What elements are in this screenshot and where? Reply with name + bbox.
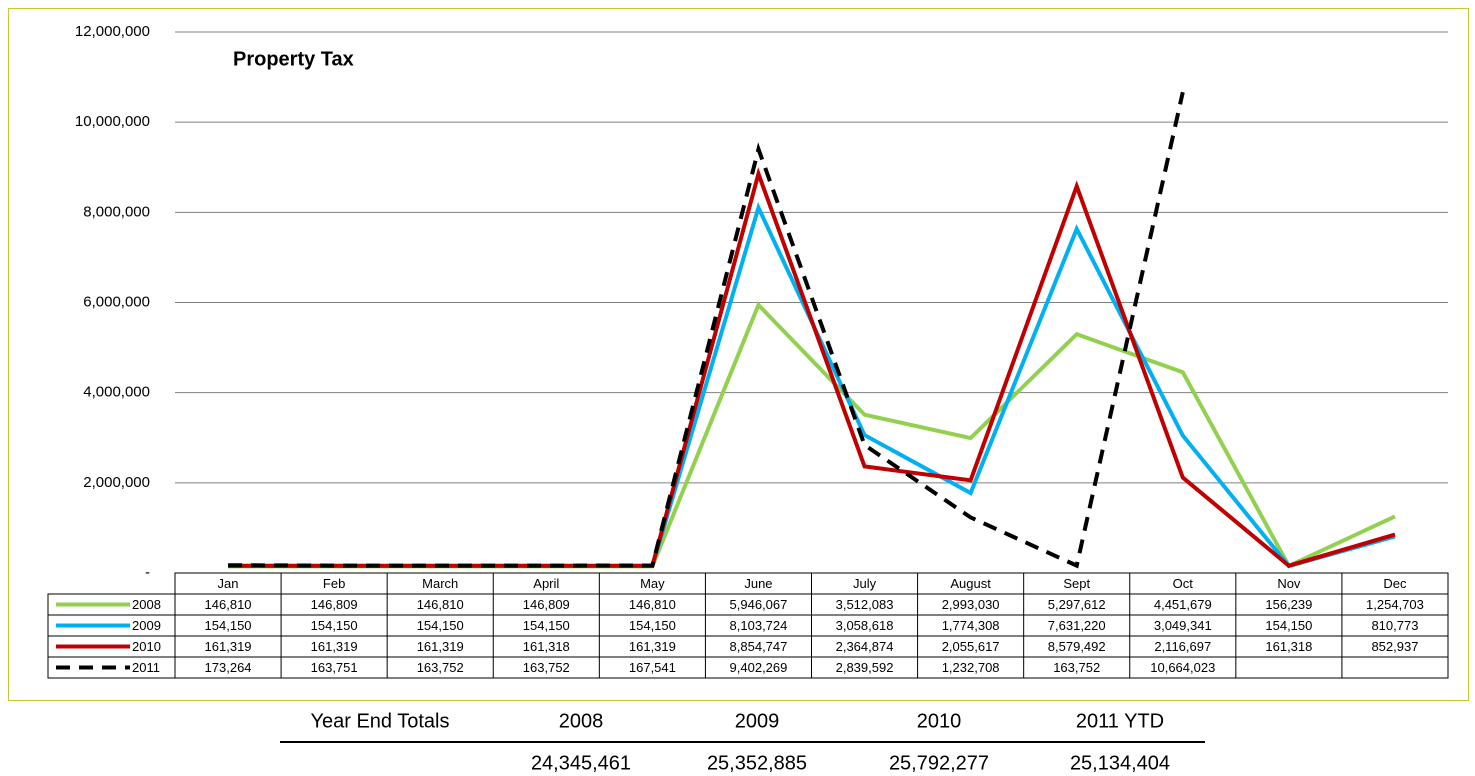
x-tick-label: Jan [218,576,239,591]
data-label: 161,318 [1265,639,1312,654]
y-tick-label: 4,000,000 [83,384,150,401]
data-label: 163,751 [311,660,358,675]
data-label: 167,541 [629,660,676,675]
x-tick-label: March [422,576,458,591]
data-label: 146,809 [523,597,570,612]
legend-label: 2008 [132,597,161,612]
data-label: 2,993,030 [942,597,1000,612]
totals-header: 2011 YTD [1076,710,1164,732]
totals-value: 25,792,277 [889,752,989,774]
data-label: 146,810 [417,597,464,612]
x-tick-label: Oct [1173,576,1194,591]
x-tick-label: Sept [1063,576,1090,591]
data-label: 5,297,612 [1048,597,1106,612]
data-label: 161,319 [629,639,676,654]
totals-header: 2010 [917,710,962,732]
data-label: 163,752 [1053,660,1100,675]
y-tick-label: 2,000,000 [83,474,150,491]
y-tick-label: 12,000,000 [75,23,150,40]
data-label: 3,058,618 [836,618,894,633]
x-tick-label: Nov [1277,576,1301,591]
data-label: 1,232,708 [942,660,1000,675]
data-label: 154,150 [523,618,570,633]
data-label: 2,364,874 [836,639,894,654]
data-label: 2,055,617 [942,639,1000,654]
x-tick-label: August [950,576,991,591]
data-label: 3,512,083 [836,597,894,612]
data-label: 1,254,703 [1366,597,1424,612]
data-label: 2,839,592 [836,660,894,675]
legend-label: 2009 [132,618,161,633]
y-tick-label: - [145,564,150,581]
data-label: 8,854,747 [730,639,788,654]
data-label: 10,664,023 [1150,660,1215,675]
x-tick-label: Feb [323,576,345,591]
data-label: 154,150 [311,618,358,633]
data-label: 8,103,724 [730,618,788,633]
data-label: 161,318 [523,639,570,654]
x-tick-label: May [640,576,665,591]
x-tick-label: Dec [1383,576,1407,591]
data-label: 146,810 [629,597,676,612]
data-label: 154,150 [417,618,464,633]
data-label: 161,319 [205,639,252,654]
x-tick-label: April [533,576,559,591]
totals-title: Year End Totals [311,710,450,732]
data-label: 154,150 [629,618,676,633]
data-label: 146,809 [311,597,358,612]
data-label: 1,774,308 [942,618,1000,633]
data-label: 2,116,697 [1154,639,1211,654]
y-tick-label: 8,000,000 [83,203,150,220]
totals-value: 25,134,404 [1070,752,1170,774]
x-tick-label: July [853,576,877,591]
data-label: 161,319 [311,639,358,654]
x-tick-label: June [744,576,772,591]
data-label: 852,937 [1371,639,1418,654]
chart-title: Property Tax [233,48,354,70]
data-label: 8,579,492 [1048,639,1106,654]
data-label: 163,752 [417,660,464,675]
data-label: 154,150 [1265,618,1312,633]
data-label: 7,631,220 [1048,618,1106,633]
totals-value: 24,345,461 [531,752,631,774]
data-label: 161,319 [417,639,464,654]
data-table: Jan Feb March April May June July August Sept Oct… [47,572,1449,679]
data-label: 4,451,679 [1154,597,1212,612]
totals-header: 2009 [735,710,780,732]
data-label: 173,264 [205,660,252,675]
data-label: 156,239 [1265,597,1312,612]
data-label: 5,946,067 [730,597,788,612]
data-label: 9,402,269 [730,660,788,675]
data-label: 163,752 [523,660,570,675]
y-tick-label: 10,000,000 [75,113,150,130]
legend-label: 2011 [132,660,160,675]
data-label: 154,150 [205,618,252,633]
y-tick-label: 6,000,000 [83,293,150,310]
totals-value: 25,352,885 [707,752,807,774]
data-label: 3,049,341 [1154,618,1212,633]
legend-label: 2010 [132,639,161,654]
totals-table: Year End Totals 2008 24,345,461 2009 25,352… [280,710,1205,774]
totals-header: 2008 [559,710,604,732]
data-label: 146,810 [205,597,252,612]
data-label: 810,773 [1371,618,1418,633]
